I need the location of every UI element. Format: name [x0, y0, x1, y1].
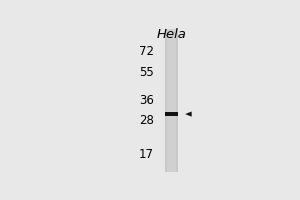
- Text: 55: 55: [139, 66, 154, 79]
- Text: Hela: Hela: [156, 28, 186, 41]
- Text: 17: 17: [139, 148, 154, 161]
- Bar: [167, 29, 176, 172]
- Bar: [165, 112, 178, 116]
- Text: 72: 72: [139, 45, 154, 58]
- Text: 36: 36: [139, 95, 154, 108]
- Text: 28: 28: [139, 114, 154, 127]
- Polygon shape: [185, 112, 192, 117]
- Bar: [165, 29, 178, 172]
